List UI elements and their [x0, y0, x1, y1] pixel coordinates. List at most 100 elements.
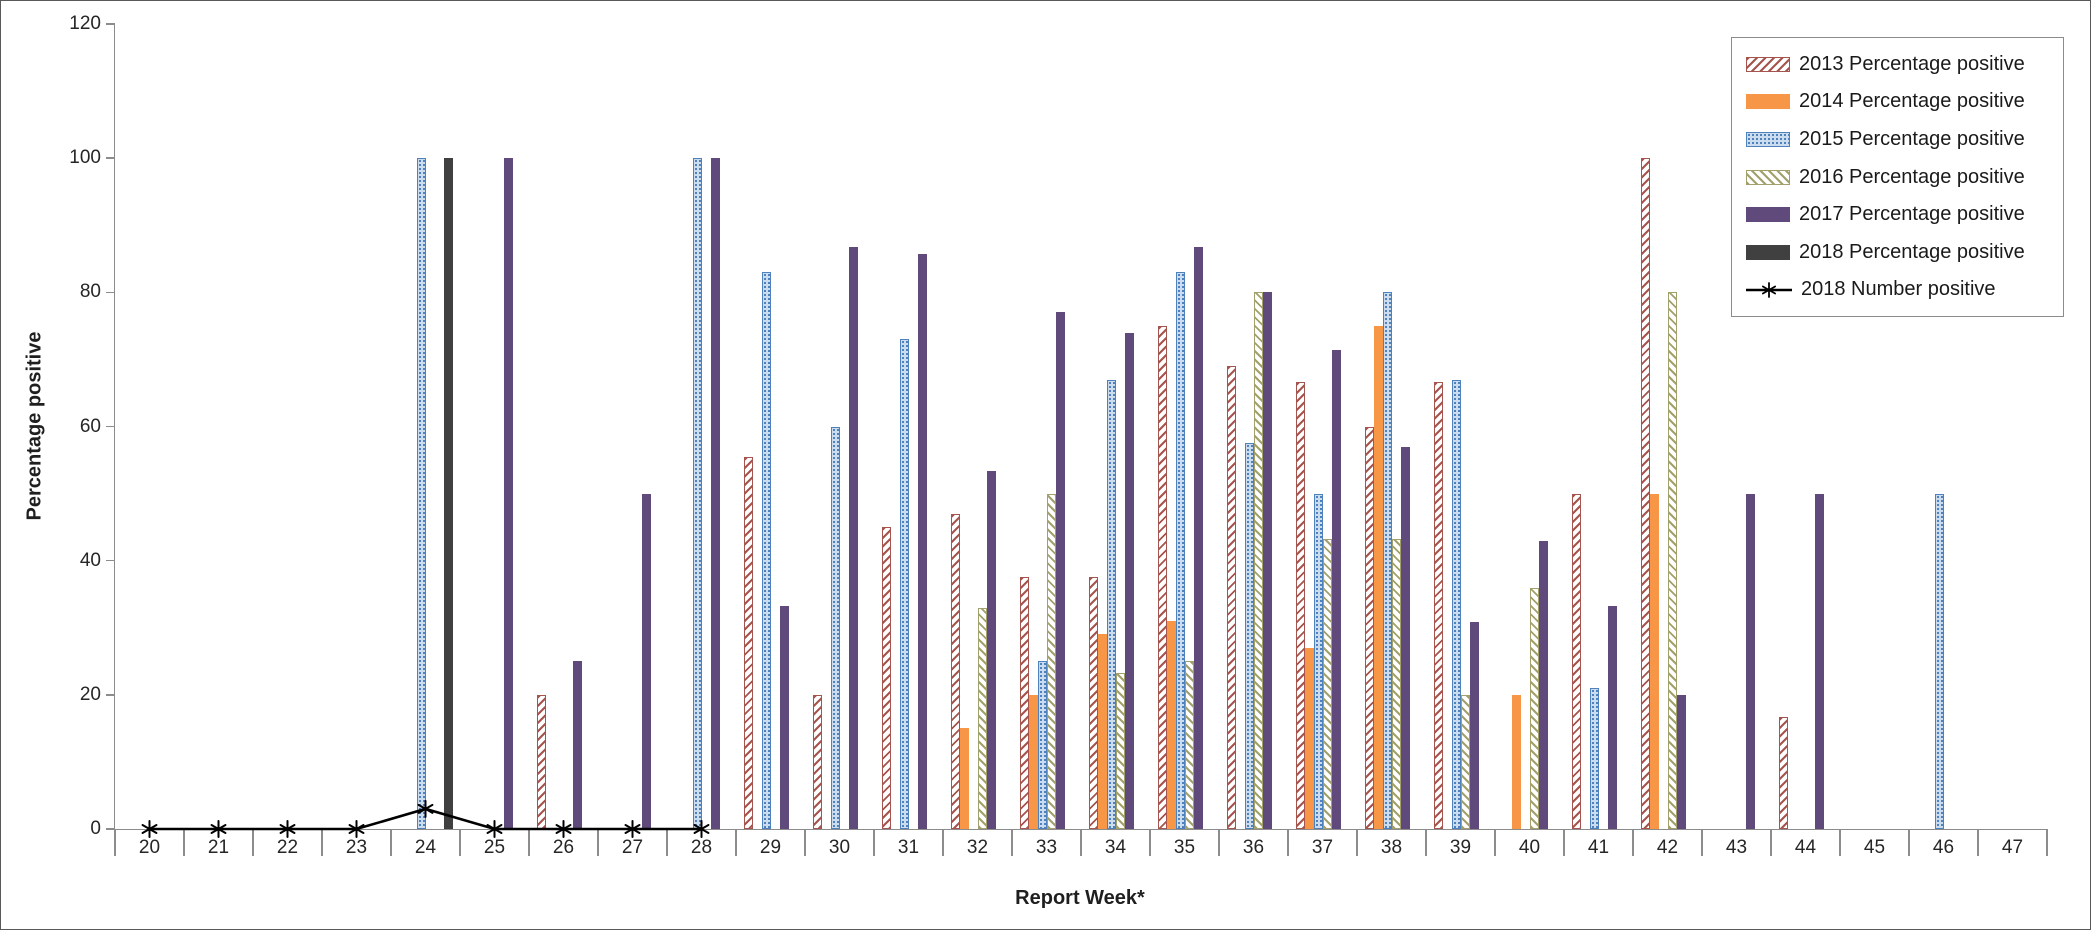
category-group-week-35: [1150, 24, 1219, 829]
category-group-week-39: [1426, 24, 1495, 829]
x-tick-mark: [804, 829, 806, 856]
y-tick-label-60: 60: [79, 415, 101, 437]
category-group-week-31: [874, 24, 943, 829]
x-tick-label-32: 32: [966, 837, 989, 858]
bar-2017-percentage-positive-week-43: [1745, 493, 1755, 829]
line-series-2018-number-positive: [141, 799, 710, 838]
bar-2014-percentage-positive-week-34: [1097, 634, 1107, 829]
x-tick-label-40: 40: [1518, 837, 1541, 858]
x-tick-mark: [597, 829, 599, 856]
x-tick-mark: [1356, 829, 1358, 856]
bar-2017-percentage-positive-week-35: [1193, 247, 1203, 829]
legend-label-2017-percentage-positive: 2017 Percentage positive: [1799, 203, 2025, 226]
x-tick-mark: [873, 829, 875, 856]
legend-swatch-2015-percentage-positive: [1746, 131, 1790, 147]
x-tick-label-42: 42: [1656, 837, 1679, 858]
bar-2017-percentage-positive-week-33: [1055, 312, 1065, 829]
bar-2015-percentage-positive-week-35: [1175, 272, 1185, 829]
y-tick-label-40: 40: [79, 549, 101, 571]
bar-2013-percentage-positive-week-31: [881, 527, 891, 829]
bar-2015-percentage-positive-week-41: [1589, 688, 1599, 829]
x-tick-label-26: 26: [552, 837, 575, 858]
x-tick-mark: [459, 829, 461, 856]
x-tick-label-31: 31: [897, 837, 920, 858]
bar-2015-percentage-positive-week-33: [1037, 661, 1047, 829]
x-tick-label-27: 27: [621, 837, 644, 858]
bar-2013-percentage-positive-week-34: [1088, 577, 1098, 829]
legend-label-2013-percentage-positive: 2013 Percentage positive: [1799, 52, 2025, 75]
legend-item-2015-percentage-positive: 2015 Percentage positive: [1746, 128, 2063, 151]
x-tick-label-35: 35: [1173, 837, 1196, 858]
x-tick-label-28: 28: [690, 837, 713, 858]
x-tick-mark: [1701, 829, 1703, 856]
category-group-week-24: [391, 24, 460, 829]
bar-2014-percentage-positive-week-33: [1028, 694, 1038, 829]
bar-2014-percentage-positive-week-35: [1166, 621, 1176, 829]
x-tick-mark: [1632, 829, 1634, 856]
bar-2013-percentage-positive-week-29: [743, 456, 753, 829]
x-axis-title: Report Week*: [1015, 887, 1145, 909]
x-tick-mark: [735, 829, 737, 856]
bar-2013-percentage-positive-week-41: [1571, 493, 1581, 829]
y-axis-title: Percentage positive: [23, 331, 46, 521]
x-tick-label-46: 46: [1932, 837, 1955, 858]
x-tick-label-21: 21: [207, 837, 230, 858]
legend-label-2018-percentage-positive: 2018 Percentage positive: [1799, 240, 2025, 263]
x-tick-mark: [183, 829, 185, 856]
legend-item-2016-percentage-positive: 2016 Percentage positive: [1746, 166, 2063, 189]
bar-2017-percentage-positive-week-37: [1331, 350, 1341, 829]
legend-swatch-2014-percentage-positive: [1746, 94, 1790, 110]
bar-2016-percentage-positive-week-34: [1115, 672, 1125, 829]
x-tick-mark: [114, 829, 116, 856]
y-tick-mark: [106, 828, 115, 830]
y-tick-label-20: 20: [79, 683, 101, 705]
legend-item-2018-number-positive: 2018 Number positive: [1746, 278, 2063, 301]
x-tick-label-34: 34: [1104, 837, 1127, 858]
x-tick-mark: [942, 829, 944, 856]
bar-2017-percentage-positive-week-34: [1124, 332, 1134, 829]
legend-swatch-2016-percentage-positive: [1746, 169, 1790, 185]
bar-2017-percentage-positive-week-39: [1469, 622, 1479, 829]
x-tick-mark: [1977, 829, 1979, 856]
bars-layer: [115, 24, 2047, 829]
x-tick-mark: [1425, 829, 1427, 856]
x-tick-mark: [1494, 829, 1496, 856]
bar-2013-percentage-positive-week-33: [1019, 577, 1029, 829]
bar-2013-percentage-positive-week-32: [950, 513, 960, 829]
x-tick-mark: [321, 829, 323, 856]
x-tick-label-24: 24: [414, 837, 437, 858]
x-tick-mark: [1908, 829, 1910, 856]
bar-2013-percentage-positive-week-30: [812, 694, 822, 829]
category-group-week-30: [805, 24, 874, 829]
x-tick-label-37: 37: [1311, 837, 1334, 858]
bar-2015-percentage-positive-week-38: [1382, 292, 1392, 829]
x-tick-label-23: 23: [345, 837, 368, 858]
category-group-week-44: [1771, 24, 1840, 829]
y-tick-mark: [106, 559, 115, 562]
legend: 2013 Percentage positive 2014 Percentage …: [1731, 37, 2064, 317]
bar-2015-percentage-positive-week-34: [1106, 379, 1116, 829]
bar-2016-percentage-positive-week-38: [1391, 538, 1401, 829]
x-tick-mark: [1770, 829, 1772, 856]
bar-2017-percentage-positive-week-40: [1538, 540, 1548, 829]
legend-item-2017-percentage-positive: 2017 Percentage positive: [1746, 203, 2063, 226]
x-tick-mark: [1563, 829, 1565, 856]
bar-2017-percentage-positive-week-38: [1400, 446, 1410, 829]
bar-2015-percentage-positive-week-29: [761, 272, 771, 829]
bar-2013-percentage-positive-week-36: [1226, 366, 1236, 829]
bar-2017-percentage-positive-week-28: [710, 158, 720, 829]
y-tick-mark: [106, 291, 115, 294]
bar-2017-percentage-positive-week-44: [1814, 493, 1824, 829]
bar-2013-percentage-positive-week-39: [1433, 381, 1443, 829]
bar-2013-percentage-positive-week-42: [1640, 158, 1650, 829]
bar-2018-percentage-positive-week-24: [443, 158, 453, 829]
category-group-week-38: [1357, 24, 1426, 829]
x-tick-label-45: 45: [1863, 837, 1886, 858]
bar-2016-percentage-positive-week-42: [1667, 292, 1677, 829]
x-tick-mark: [1011, 829, 1013, 856]
x-tick-label-41: 41: [1587, 837, 1610, 858]
x-tick-label-33: 33: [1035, 837, 1058, 858]
bar-2015-percentage-positive-week-30: [830, 426, 840, 829]
y-tick-mark: [106, 425, 115, 428]
bar-2016-percentage-positive-week-33: [1046, 493, 1056, 829]
